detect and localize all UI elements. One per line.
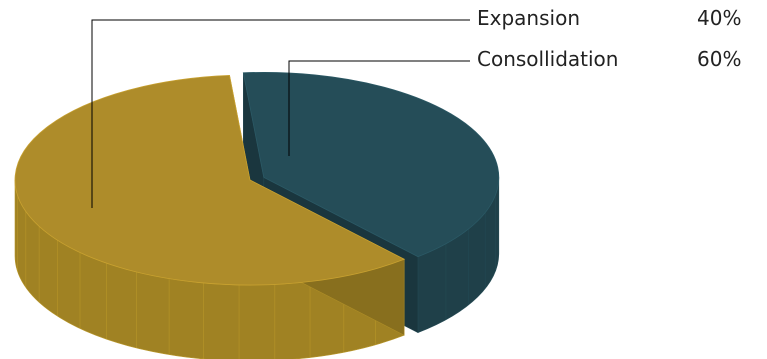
legend-value-expansion: 40%	[697, 6, 742, 30]
legend-label-consollidation: Consollidation	[477, 47, 619, 71]
leader-line-expansion	[91, 19, 470, 208]
legend-value-consollidation: 60%	[697, 47, 742, 71]
legend-label-expansion: Expansion	[477, 6, 580, 30]
slice-consollidation	[14, 74, 406, 286]
slice-expansion	[242, 72, 500, 258]
pie-tops	[14, 72, 500, 286]
leader-line-consollidation	[288, 60, 470, 156]
leader-lines	[91, 19, 470, 208]
